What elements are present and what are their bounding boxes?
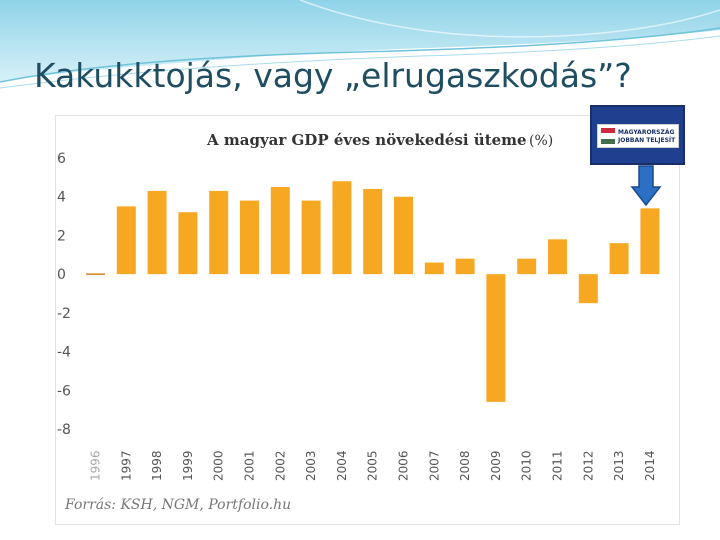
chart-unit: (%) (529, 133, 553, 149)
bar-2014 (640, 208, 660, 275)
x-tick-label: 2012 (581, 450, 595, 481)
x-tick-label: 1997 (119, 450, 133, 481)
x-tick-label: 2013 (612, 450, 626, 481)
x-tick-label: 2009 (489, 450, 503, 481)
bar-2000 (209, 190, 229, 275)
x-axis: 1996 1997 1998 1999 2000 2001 2002 2003 2004 2005… (89, 450, 657, 481)
gdp-chart: A magyar GDP éves növekedési üteme (%) 6… (57, 131, 660, 513)
bar-2007 (424, 262, 444, 275)
bar-2013 (609, 243, 629, 275)
bar-2008 (455, 258, 475, 275)
x-tick-label: 1999 (181, 450, 195, 481)
bar-series (86, 181, 660, 402)
y-axis: 6 4 2 0 -2 -4 -6 -8 (57, 151, 71, 438)
y-tick-label: 0 (57, 267, 66, 283)
hungarian-flag-icon (601, 128, 615, 144)
chart-panel (55, 115, 680, 525)
bar-2012 (578, 274, 598, 304)
bar-2004 (332, 181, 352, 275)
x-tick-label: 2002 (273, 450, 287, 481)
y-tick-label: 4 (57, 190, 66, 206)
y-tick-label: -6 (57, 383, 71, 399)
bar-1996 (86, 273, 105, 275)
bar-2009 (486, 274, 506, 402)
bar-2002 (270, 187, 290, 275)
bar-1998 (147, 190, 167, 275)
badge-text: MAGYARORSZÁG JOBBAN TELJESÍT (618, 129, 678, 145)
chart-title: A magyar GDP éves növekedési üteme (206, 131, 527, 149)
x-tick-label: 2007 (427, 450, 441, 481)
x-tick-label: 2011 (551, 450, 565, 481)
y-tick-label: -8 (57, 422, 71, 438)
x-tick-label: 2008 (458, 450, 472, 481)
x-tick-label: 1996 (89, 450, 103, 481)
y-tick-label: -2 (57, 306, 71, 322)
x-tick-label: 1998 (150, 450, 164, 481)
bar-1997 (116, 206, 136, 275)
x-tick-label: 2006 (397, 450, 411, 481)
badge-label: MAGYARORSZÁG JOBBAN TELJESÍT (597, 124, 679, 148)
bar-2003 (301, 200, 321, 275)
bar-2005 (363, 188, 383, 275)
bar-1999 (178, 212, 198, 275)
bar-2010 (517, 258, 537, 275)
flag-stripe-red (601, 128, 615, 134)
bar-2001 (240, 200, 259, 275)
y-tick-label: 6 (57, 151, 66, 167)
x-tick-label: 2004 (335, 450, 349, 481)
flag-stripe-green (601, 138, 615, 144)
badge-line1: MAGYARORSZÁG (618, 129, 675, 136)
x-tick-label: 2000 (212, 450, 226, 481)
badge-line2: JOBBAN TELJESÍT (618, 137, 676, 144)
campaign-badge: MAGYARORSZÁG JOBBAN TELJESÍT (590, 105, 685, 165)
x-tick-label: 2003 (304, 450, 318, 481)
bar-2006 (394, 196, 413, 275)
y-tick-label: 2 (57, 228, 66, 244)
y-tick-label: -4 (57, 345, 71, 361)
down-arrow-icon (630, 165, 662, 207)
bar-2011 (548, 239, 567, 275)
x-tick-label: 2014 (643, 450, 657, 481)
slide-title: Kakukktojás, vagy „elrugaszkodás”? (34, 56, 632, 95)
flag-stripe-white (601, 133, 615, 139)
x-tick-label: 2001 (243, 450, 257, 481)
x-tick-label: 2010 (520, 450, 534, 481)
x-tick-label: 2005 (366, 450, 380, 481)
source-note: Forrás: KSH, NGM, Portfolio.hu (64, 497, 291, 513)
